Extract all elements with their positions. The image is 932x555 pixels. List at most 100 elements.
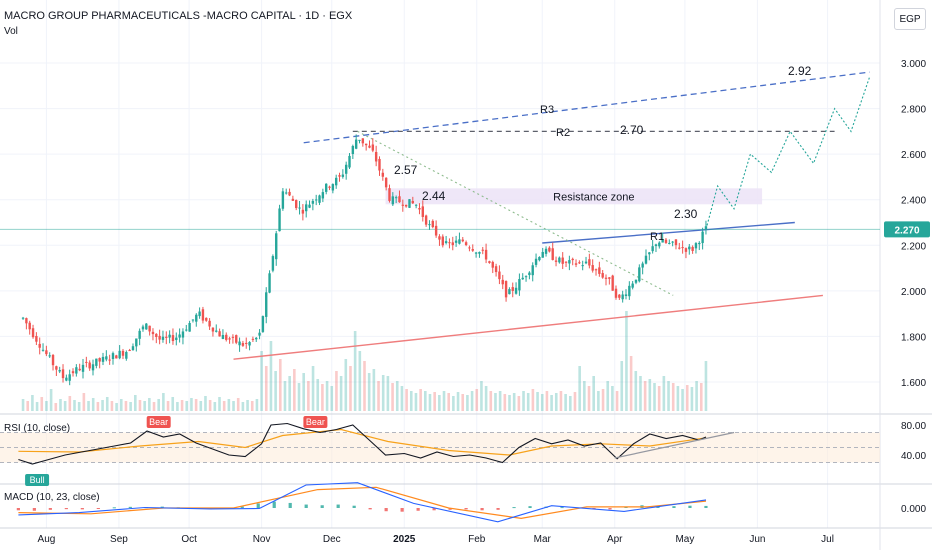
annotation-label: R2 [556, 127, 570, 139]
macd-histogram-bar [688, 505, 692, 508]
candle-bullish [508, 289, 511, 295]
volume-bar [129, 402, 132, 411]
rsi-tick-label: 80.00 [901, 421, 926, 432]
rsi-signal-text: Bear [306, 417, 325, 427]
candle-bullish [138, 330, 141, 339]
candle-bearish [504, 281, 508, 298]
volume-bar [40, 397, 44, 411]
volume-bar [246, 400, 249, 411]
volume-bar [54, 403, 58, 411]
candle-bullish [428, 224, 431, 226]
candle-bearish [561, 257, 564, 264]
x-tick-label: Jul [821, 534, 834, 545]
volume-bar [91, 398, 95, 411]
volume-bar [49, 389, 53, 411]
volume-bar [428, 394, 432, 411]
y-tick-label: 3.000 [901, 59, 926, 70]
candle-bullish [358, 139, 361, 141]
candle-bullish [285, 192, 288, 194]
x-tick-label: Feb [468, 534, 486, 545]
candle-bullish [178, 334, 181, 338]
candle-bearish [468, 247, 471, 249]
candle-bearish [251, 338, 255, 340]
candle-bullish [534, 258, 538, 265]
y-tick-label: 1.600 [901, 378, 926, 389]
macd-tick-label: 0.000 [901, 504, 926, 515]
candle-bearish [431, 220, 434, 228]
volume-bar [148, 398, 151, 411]
rsi-line [18, 422, 707, 465]
volume-bar [124, 401, 128, 411]
candle-bearish [494, 266, 498, 273]
candle-bearish [604, 277, 608, 279]
x-tick-label: Apr [607, 534, 623, 545]
macd-histogram-bar [16, 508, 20, 511]
candle-bullish [351, 146, 355, 155]
volume-bar [110, 401, 114, 411]
candle-bullish [408, 199, 411, 208]
macd-histogram-bar [560, 507, 564, 509]
volume-bar [316, 379, 320, 411]
candle-bearish [601, 273, 604, 278]
candle-bullish [168, 334, 171, 338]
volume-bar [213, 402, 217, 411]
volume-bar [540, 394, 544, 411]
candle-bearish [424, 215, 428, 225]
candle-bullish [331, 184, 335, 191]
candle-bearish [588, 259, 591, 266]
candle-bearish [491, 261, 494, 268]
candle-bearish [78, 368, 81, 371]
volume-bar [307, 381, 310, 411]
volume-bar [611, 386, 614, 411]
currency-button[interactable]: EGP [894, 8, 926, 30]
candle-bearish [288, 191, 291, 196]
volume-bar [208, 400, 212, 411]
macd-histogram-bar [368, 508, 372, 510]
candle-bullish [688, 246, 691, 250]
volume-bar [662, 376, 666, 411]
volume-bar [194, 399, 198, 411]
candle-bullish [125, 352, 128, 359]
volume-bar [45, 401, 48, 411]
candle-bullish [261, 316, 265, 332]
candle-bearish [421, 206, 424, 217]
macd-histogram-bar [240, 506, 244, 508]
volume-bar [456, 392, 460, 411]
volume-bar [409, 391, 413, 411]
candle-bullish [131, 346, 135, 351]
annotation-label: 2.92 [788, 64, 812, 78]
volume-bar [676, 386, 680, 411]
candle-bullish [271, 256, 275, 271]
macd-histogram-bar [608, 508, 612, 510]
candle-bullish [265, 292, 268, 317]
candle-bullish [238, 341, 241, 346]
volume-bar [152, 402, 156, 411]
candle-bearish [121, 350, 125, 356]
candle-bearish [681, 247, 684, 249]
macd-histogram-bar [32, 508, 36, 511]
candle-bearish [511, 287, 514, 291]
candle-bearish [108, 359, 111, 361]
candle-bearish [404, 204, 408, 207]
macd-histogram-bar [432, 508, 436, 511]
macd-histogram-bar [304, 504, 308, 508]
candle-bullish [185, 329, 188, 331]
volume-bar [297, 383, 301, 411]
x-tick-label: Aug [38, 534, 56, 545]
volume-bar [489, 391, 493, 411]
volume-bar [279, 359, 282, 411]
candle-bullish [698, 242, 701, 245]
candle-bearish [165, 336, 168, 338]
volume-bar [625, 311, 628, 411]
candle-bullish [458, 239, 461, 244]
volume-bar [250, 401, 254, 411]
candle-bullish [704, 226, 708, 230]
candle-bullish [348, 155, 351, 168]
candle-bullish [255, 337, 258, 340]
volume-bar [522, 391, 525, 411]
candle-bearish [578, 262, 581, 264]
volume-bar [452, 396, 455, 411]
volume-bar [330, 386, 334, 411]
